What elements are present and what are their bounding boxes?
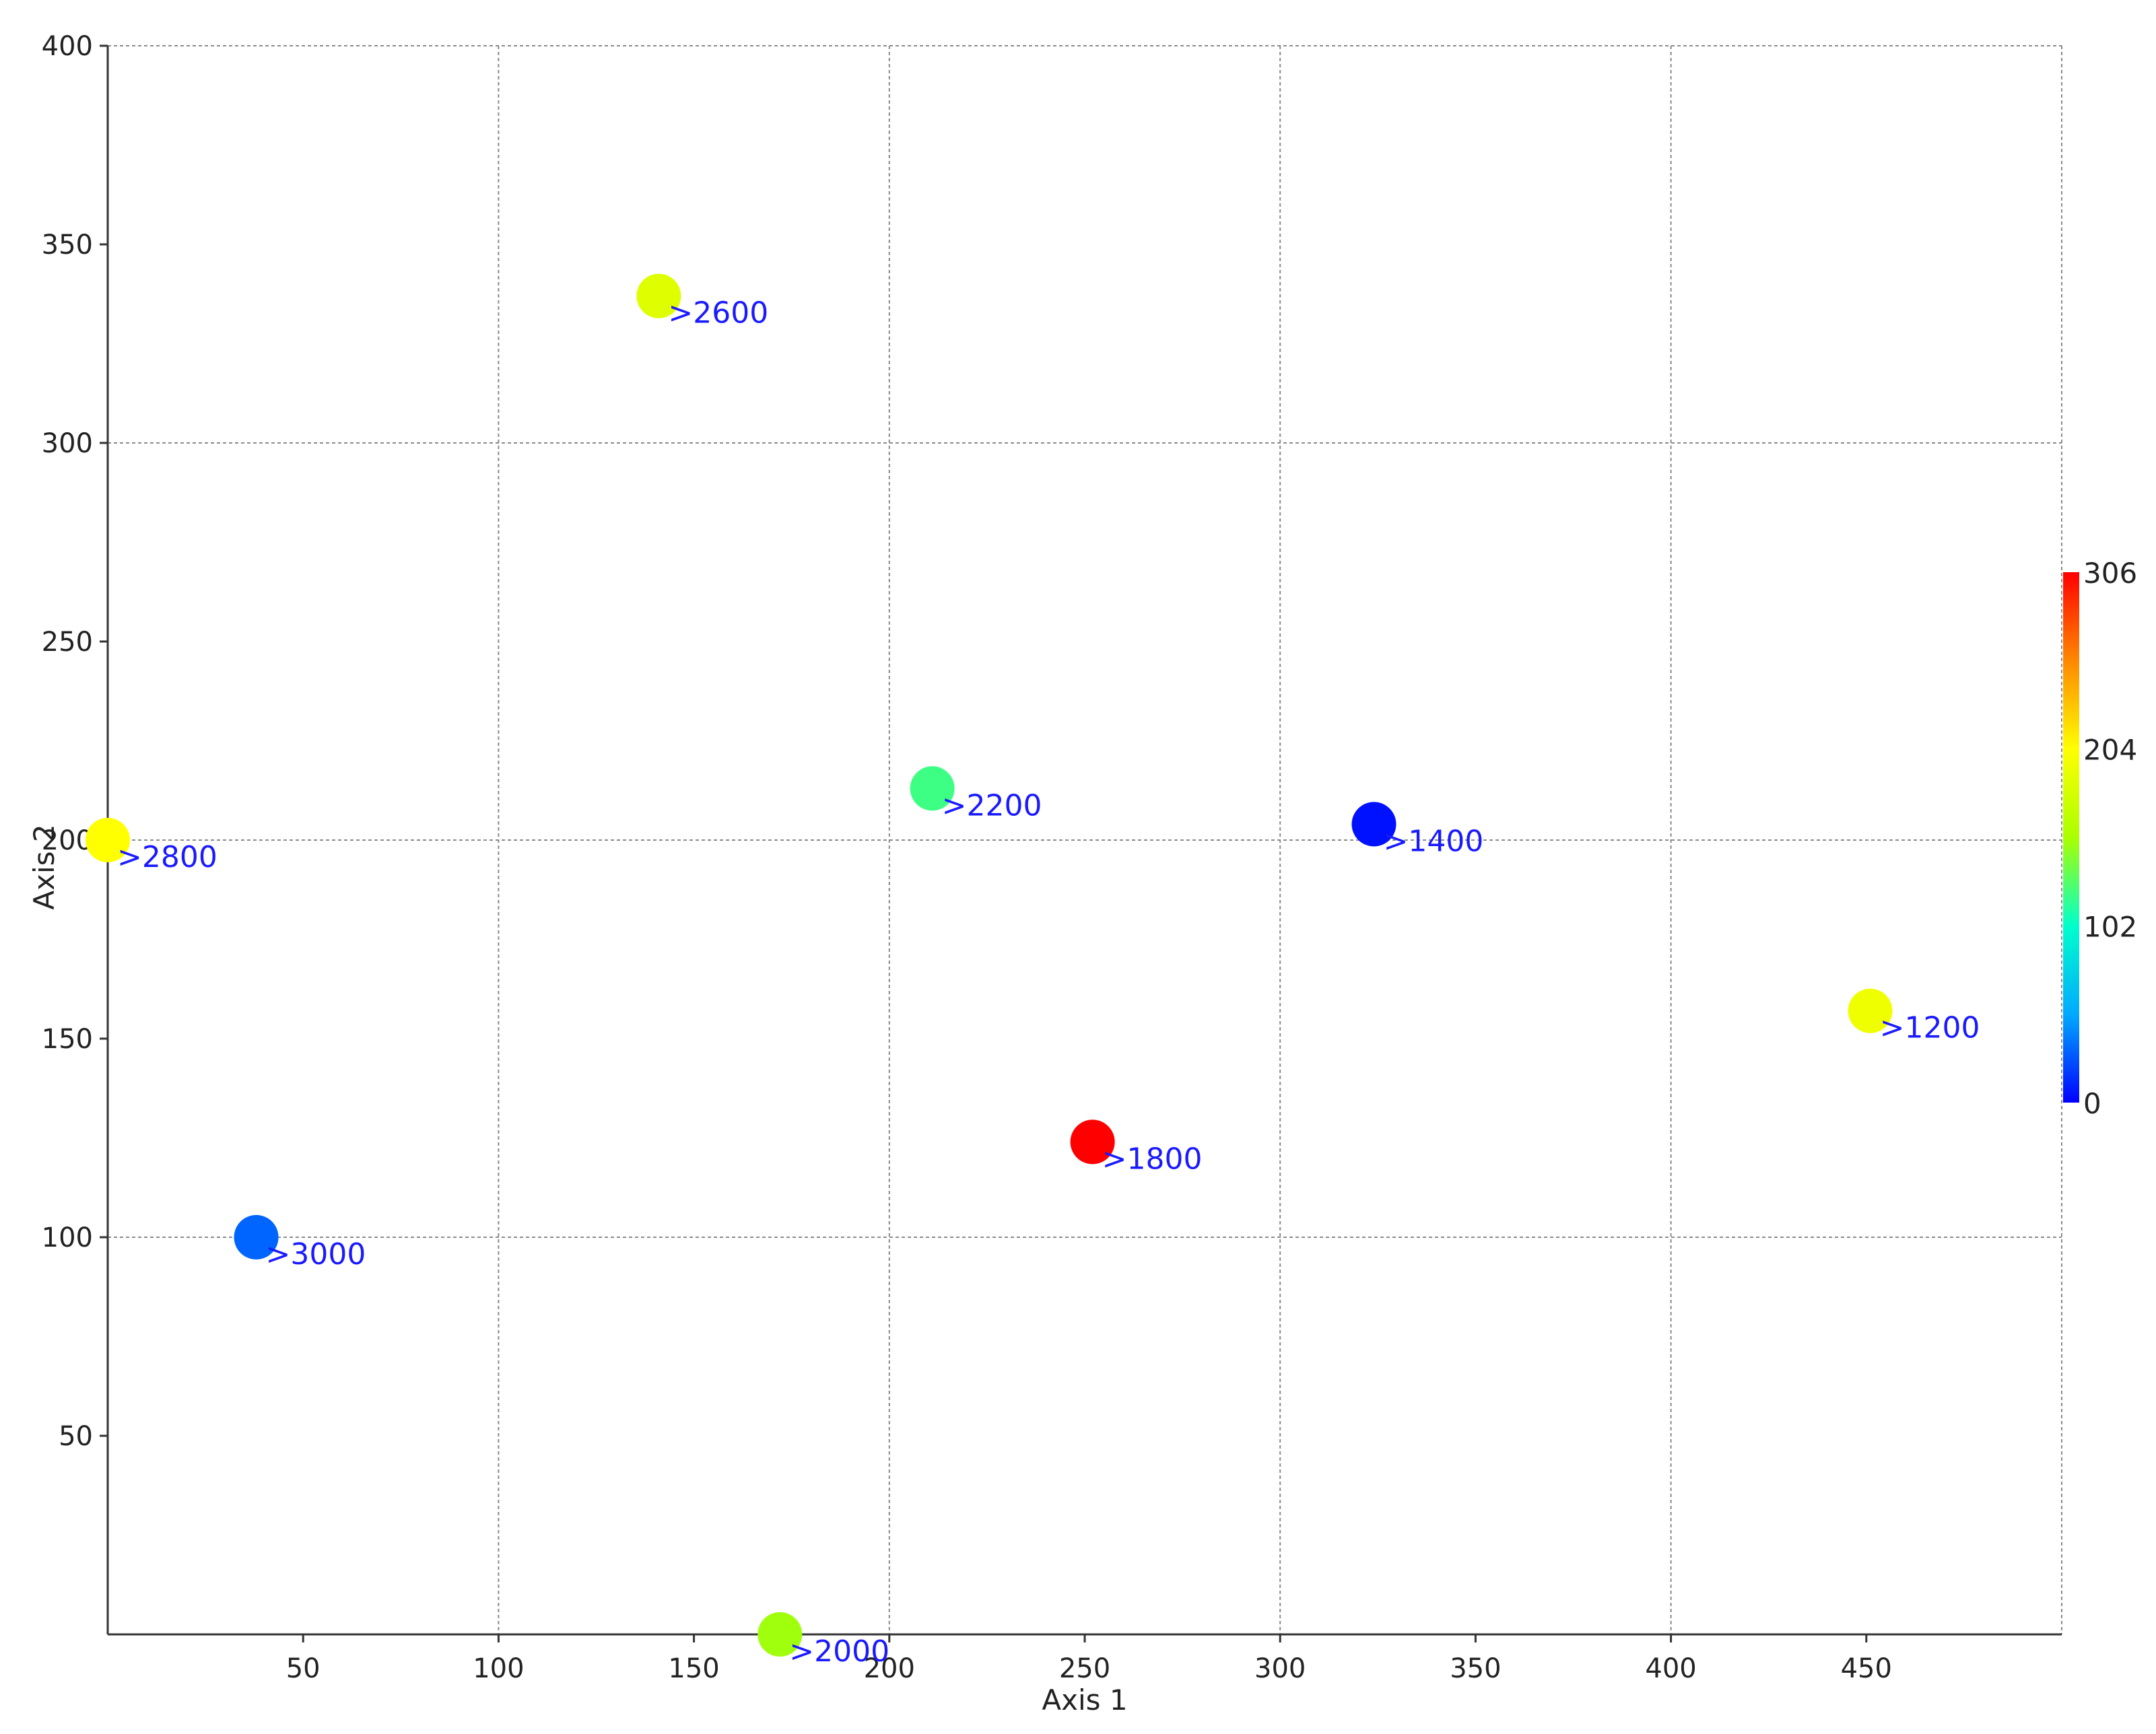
- y-tick-label-300: 300: [42, 428, 93, 459]
- data-point-label-5: >1800: [1102, 1142, 1203, 1176]
- colorbar-tick-label-0: 0: [2083, 1087, 2101, 1120]
- colorbar-tick-label-306: 306: [2083, 557, 2137, 590]
- y-tick-label-150: 150: [42, 1024, 93, 1055]
- data-point-label-2: >2600: [668, 296, 768, 331]
- colorbar-tick-label-204: 204: [2083, 734, 2137, 767]
- y-tick-label-200: 200: [42, 825, 93, 856]
- data-point-label-0: >2800: [117, 840, 217, 874]
- data-points: >2800 >3000 >2600 >2000 >2200 >1800 >1400 >1200: [86, 273, 1980, 1669]
- data-point-5: [1070, 1119, 1115, 1165]
- colorbar-ticks: 0 102 204 306: [2083, 557, 2137, 1120]
- x-tick-label-450: 450: [1841, 1653, 1892, 1684]
- y-tick-label-100: 100: [42, 1222, 93, 1253]
- x-tick-label-50: 50: [286, 1653, 321, 1684]
- data-point-6: [1351, 802, 1396, 847]
- y-tick-label-50: 50: [59, 1421, 93, 1452]
- grid-lines: [108, 45, 2062, 1634]
- x-axis-ticks: 50 100 150 200 250 300 350 400 450: [286, 1634, 1892, 1684]
- data-point-label-6: >1400: [1383, 824, 1483, 858]
- data-point-3: [757, 1612, 803, 1657]
- data-point-label-3: >2000: [789, 1634, 889, 1669]
- colorbar: 0 102 204 306: [2063, 557, 2137, 1120]
- y-axis-ticks: 50 100 150 200 250 300 350 400: [42, 31, 108, 1452]
- y-tick-label-250: 250: [42, 627, 93, 658]
- data-point-7: [1848, 988, 1893, 1033]
- x-tick-label-400: 400: [1645, 1653, 1696, 1684]
- x-tick-label-200: 200: [864, 1653, 915, 1684]
- x-tick-label-350: 350: [1450, 1653, 1501, 1684]
- x-tick-label-300: 300: [1254, 1653, 1306, 1684]
- y-axis-label: Axis 2: [28, 824, 61, 909]
- data-point-4: [910, 766, 955, 811]
- data-point-label-7: >1200: [1880, 1011, 1980, 1045]
- data-point-label-1: >3000: [266, 1237, 366, 1272]
- x-tick-label-100: 100: [473, 1653, 524, 1684]
- y-tick-label-350: 350: [42, 230, 93, 261]
- colorbar-tick-label-102: 102: [2083, 910, 2137, 943]
- colorbar-gradient: [2063, 572, 2079, 1103]
- data-point-1: [234, 1215, 279, 1259]
- data-point-label-4: >2200: [942, 788, 1042, 823]
- x-tick-label-150: 150: [668, 1653, 719, 1684]
- data-point-2: [636, 273, 681, 318]
- y-tick-label-400: 400: [42, 31, 93, 62]
- x-tick-label-250: 250: [1059, 1653, 1110, 1684]
- data-point-0: [86, 818, 130, 862]
- x-axis-label: Axis 1: [1042, 1684, 1127, 1716]
